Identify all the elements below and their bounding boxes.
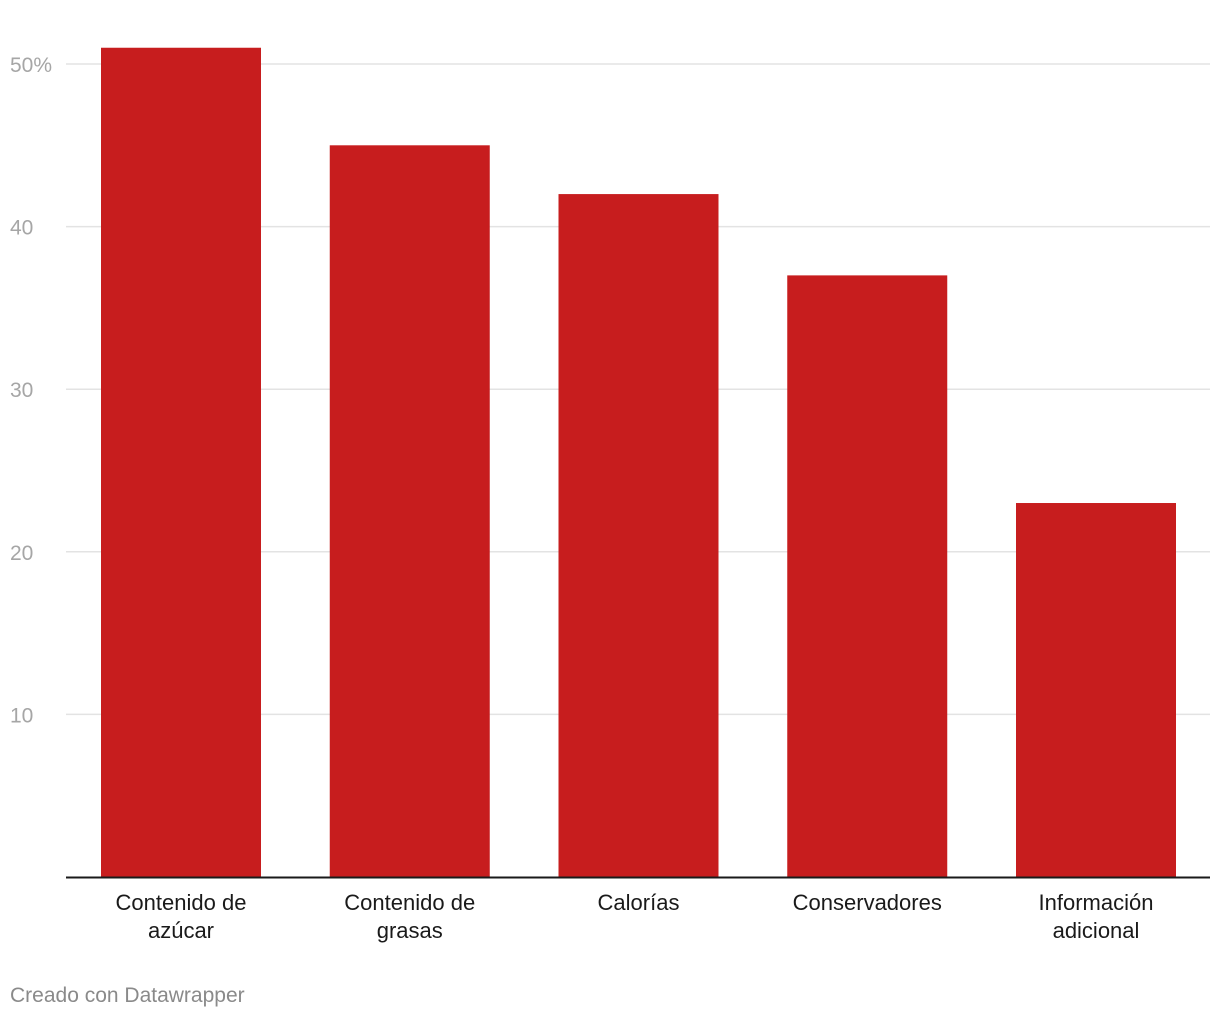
y-tick-label: 20	[10, 542, 33, 565]
credit-text: Creado con Datawrapper	[10, 984, 245, 1007]
bar	[1016, 503, 1176, 877]
y-tick-label: 10	[10, 704, 33, 727]
x-tick-label: Contenido de grasas	[344, 890, 475, 943]
bar	[787, 275, 948, 877]
bar	[558, 194, 719, 877]
x-tick-label: Información adicional	[1039, 890, 1154, 943]
bar	[101, 47, 261, 878]
y-tick-label: 50%	[10, 54, 52, 77]
x-tick-label: Calorías	[598, 890, 680, 915]
bar	[329, 145, 490, 878]
y-tick-label: 40	[10, 217, 33, 240]
x-tick-label: Contenido de azúcar	[116, 890, 247, 943]
x-tick-label: Conservadores	[793, 890, 942, 915]
y-tick-label: 30	[10, 379, 33, 402]
